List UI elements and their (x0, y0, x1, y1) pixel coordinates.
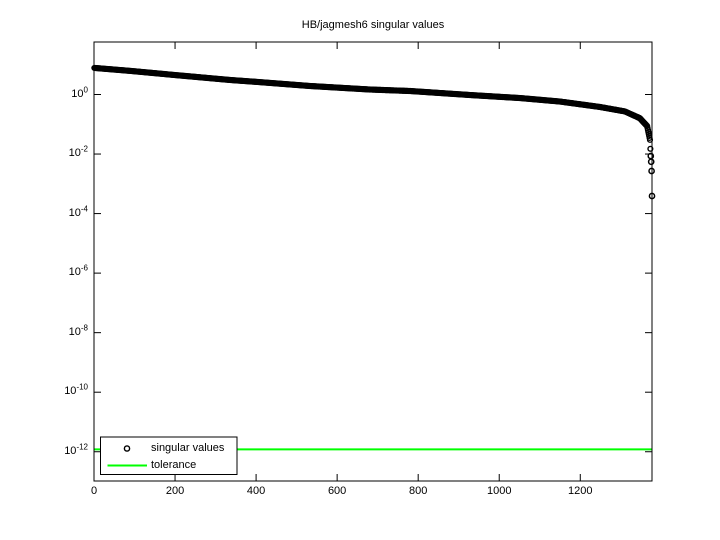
x-tick-label: 200 (165, 485, 185, 497)
y-tick-label: 10-8 (68, 323, 88, 338)
legend-label-singular-values: singular values (151, 442, 225, 454)
singular-value-marker (647, 145, 654, 152)
x-tick-label: 0 (90, 485, 98, 497)
y-tick-label: 10-2 (68, 144, 88, 160)
x-tick-label: 1200 (568, 485, 593, 497)
singular-value-marker (647, 158, 655, 166)
x-tick-label: 600 (327, 485, 347, 497)
chart-title: HB/jagmesh6 singular values (301, 19, 445, 31)
singular-values-marker-icon (123, 445, 131, 452)
y-tick-label: 100 (71, 84, 88, 100)
y-tick-label: 10-12 (64, 442, 88, 457)
legend-label-tolerance: tolerance (151, 459, 197, 471)
x-tick-label: 800 (408, 485, 428, 497)
axes-box (93, 41, 653, 482)
y-tick-label: 10-6 (68, 263, 88, 279)
x-tick-label: 400 (246, 485, 266, 497)
y-tick-label: 10-10 (64, 382, 88, 398)
y-tick-label: 10-4 (68, 203, 88, 219)
x-tick-label: 1000 (486, 485, 512, 497)
legend-box[interactable] (100, 436, 238, 475)
